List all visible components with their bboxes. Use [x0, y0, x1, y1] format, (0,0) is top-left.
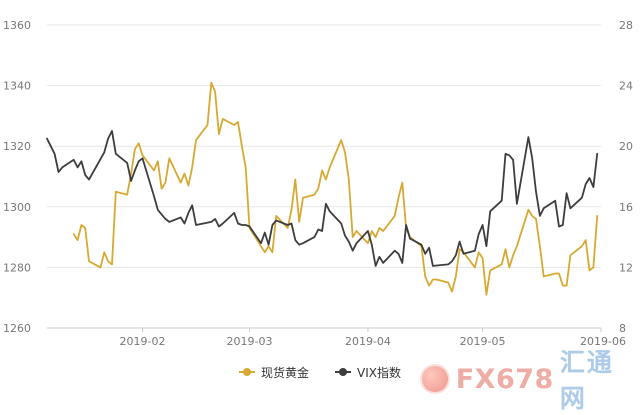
y-tick-label: 1260: [3, 322, 31, 335]
x-axis: 2019-02 2019-03 2019-04 2019-05 2019-06: [47, 327, 626, 348]
y-tick-label: 1360: [3, 19, 31, 32]
legend-label-vix: VIX指数: [357, 365, 401, 380]
x-tick-label: 2019-06: [580, 335, 626, 348]
series-line-vix: [46, 130, 599, 267]
x-tick-label: 2019-03: [227, 335, 273, 348]
y-tick-label: 1280: [3, 261, 31, 274]
y2-tick-label: 24: [619, 80, 633, 93]
series-lines: [46, 81, 599, 296]
series-line-gold: [72, 81, 599, 296]
y-tick-label: 1300: [3, 201, 31, 214]
y2-tick-label: 12: [619, 261, 633, 274]
legend-marker-vix: [335, 367, 352, 377]
y-axis-left: 1260 1280 1300 1320 1340 1360: [3, 19, 31, 335]
y-tick-label: 1340: [3, 80, 31, 93]
watermark-logo-icon: [420, 364, 450, 394]
x-tick-label: 2019-04: [345, 335, 391, 348]
legend-label-gold: 现货黄金: [261, 365, 310, 380]
x-tick-label: 2019-02: [120, 335, 166, 348]
y2-tick-label: 16: [619, 201, 633, 214]
y2-tick-label: 28: [619, 19, 633, 32]
watermark: FX678 汇通网: [420, 343, 640, 415]
legend: 现货黄金 VIX指数: [0, 362, 640, 382]
x-tick-label: 2019-05: [460, 335, 506, 348]
chart-canvas: 2019-02 2019-03 2019-04 2019-05 2019-06 1260…: [3, 19, 633, 348]
watermark-chinese: 汇通网: [559, 348, 614, 413]
legend-item-gold[interactable]: 现货黄金: [239, 364, 309, 381]
y-axis-right: 8 12 16 20 24 28: [619, 19, 633, 335]
legend-item-vix[interactable]: VIX指数: [335, 364, 401, 381]
watermark-text: FX678: [455, 363, 554, 395]
legend-marker-gold: [239, 367, 255, 377]
y2-tick-label: 8: [619, 322, 626, 335]
y2-tick-label: 20: [619, 140, 633, 153]
y-tick-label: 1320: [3, 140, 31, 153]
